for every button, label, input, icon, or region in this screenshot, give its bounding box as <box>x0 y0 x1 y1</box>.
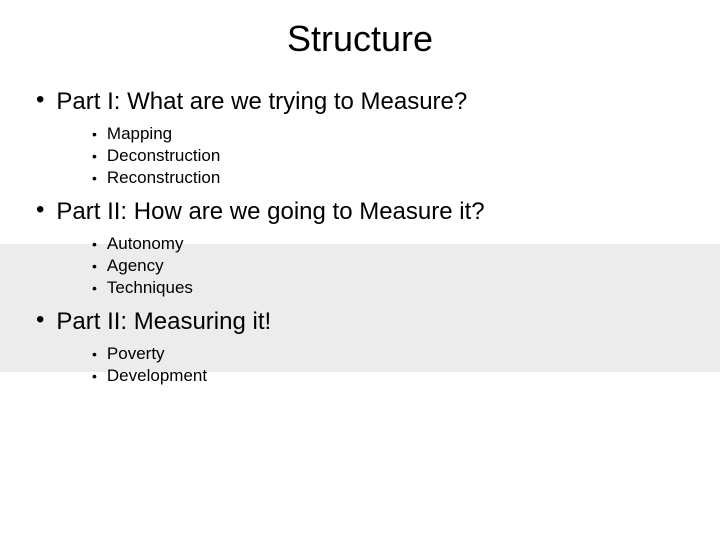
subitem-text: Autonomy <box>107 234 184 254</box>
subitems-2: • Poverty • Development <box>36 344 684 386</box>
bullet-icon: • <box>92 347 97 361</box>
list-item: • Deconstruction <box>92 146 684 166</box>
list-item: • Reconstruction <box>92 168 684 188</box>
list-item: • Techniques <box>92 278 684 298</box>
list-item: • Development <box>92 366 684 386</box>
slide-title: Structure <box>36 18 684 60</box>
bullet-icon: • <box>92 281 97 295</box>
bullet-icon: • <box>92 369 97 383</box>
subitem-text: Agency <box>107 256 164 276</box>
section-heading-text: Part I: What are we trying to Measure? <box>56 88 467 116</box>
bullet-icon: • <box>92 149 97 163</box>
section-2: • Part II: Measuring it! • Poverty • Dev… <box>36 308 684 386</box>
subitem-text: Development <box>107 366 207 386</box>
bullet-icon: • <box>92 171 97 185</box>
bullet-icon: • <box>36 198 44 222</box>
bullet-icon: • <box>92 237 97 251</box>
subitems-0: • Mapping • Deconstruction • Reconstruct… <box>36 124 684 188</box>
slide: Structure • Part I: What are we trying t… <box>0 0 720 540</box>
subitem-text: Reconstruction <box>107 168 220 188</box>
subitem-text: Techniques <box>107 278 193 298</box>
subitems-1: • Autonomy • Agency • Techniques <box>36 234 684 298</box>
section-heading-2: • Part II: Measuring it! <box>36 308 684 336</box>
list-item: • Autonomy <box>92 234 684 254</box>
subitem-text: Poverty <box>107 344 165 364</box>
list-item: • Agency <box>92 256 684 276</box>
section-1: • Part II: How are we going to Measure i… <box>36 198 684 298</box>
bullet-icon: • <box>92 259 97 273</box>
section-heading-1: • Part II: How are we going to Measure i… <box>36 198 684 226</box>
bullet-icon: • <box>92 127 97 141</box>
list-item: • Mapping <box>92 124 684 144</box>
subitem-text: Mapping <box>107 124 172 144</box>
list-item: • Poverty <box>92 344 684 364</box>
bullet-icon: • <box>36 88 44 112</box>
section-heading-0: • Part I: What are we trying to Measure? <box>36 88 684 116</box>
section-0: • Part I: What are we trying to Measure?… <box>36 88 684 188</box>
section-heading-text: Part II: Measuring it! <box>56 308 271 336</box>
bullet-icon: • <box>36 308 44 332</box>
subitem-text: Deconstruction <box>107 146 220 166</box>
section-heading-text: Part II: How are we going to Measure it? <box>56 198 484 226</box>
